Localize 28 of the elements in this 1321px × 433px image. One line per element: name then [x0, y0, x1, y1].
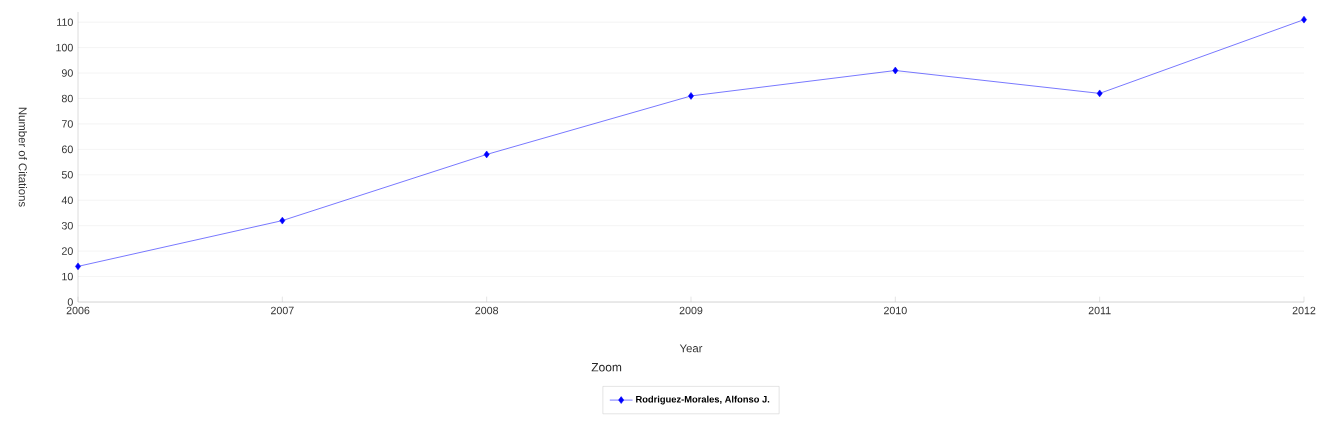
x-tick-label: 2011	[1088, 306, 1111, 315]
y-tick-label: 40	[61, 196, 73, 205]
x-tick-label: 2006	[66, 306, 90, 315]
y-tick-label: 30	[61, 221, 73, 230]
point	[279, 216, 286, 225]
x-tick-label: 2012	[1292, 306, 1316, 315]
y-tick-label: 10	[62, 272, 73, 281]
y-tick-label: 100	[56, 43, 73, 52]
text: Zoom	[591, 363, 622, 372]
y-tick-label: 90	[61, 69, 73, 77]
y-tick-label: 60	[61, 145, 73, 154]
legend-label: Rodriguez-Morales, Alfonso J.	[636, 395, 770, 405]
point	[688, 92, 694, 100]
x-tick-label: 2007	[271, 306, 294, 315]
point	[892, 66, 899, 75]
y-tick-label: 50	[61, 171, 73, 179]
y-tick-label: 20	[61, 247, 73, 255]
x-tick-label: 2010	[884, 306, 907, 315]
point	[483, 150, 490, 159]
y-tick-label: 80	[61, 94, 73, 103]
y-tick-label: 110	[57, 18, 73, 26]
x-tick-label: 2009	[679, 306, 703, 315]
x-axis-title: Year	[679, 344, 703, 353]
point	[1096, 89, 1103, 98]
x-tick-label: 2008	[475, 306, 499, 315]
y-axis-title: Number of Citations	[18, 107, 28, 207]
y-tick-label: 0	[67, 298, 73, 306]
y-tick-label: 70	[61, 120, 73, 128]
